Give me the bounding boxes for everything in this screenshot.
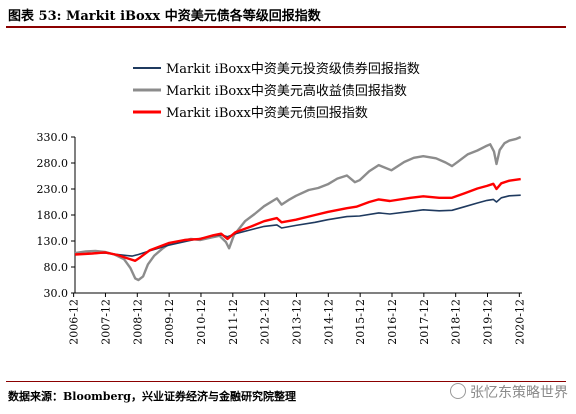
legend-label-1: Markit iBoxx中资美元高收益债回报指数: [166, 83, 407, 99]
x-tick-label: 2020-12: [513, 299, 526, 345]
watermark: 张忆东策略世界: [450, 382, 568, 402]
x-tick-label: 2014-12: [322, 299, 335, 345]
plot-area: 330.0 280.0 230.0 180.0 130.0 80.0 30.02006-12…: [37, 131, 527, 345]
y-tick-label: 30.0: [44, 287, 69, 300]
x-tick-label: 2006-12: [68, 299, 81, 345]
y-tick-label: 230.0: [37, 183, 69, 196]
x-tick-label: 2007-12: [99, 299, 112, 345]
y-tick-label: 180.0: [37, 209, 69, 222]
x-tick-label: 2016-12: [386, 299, 399, 345]
x-tick-label: 2012-12: [259, 299, 272, 345]
title-divider: [6, 26, 566, 28]
x-tick-label: 2011-12: [227, 299, 240, 345]
line-chart: Markit iBoxx中资美元投资级债券回报指数 Markit iBoxx中资美…: [37, 61, 527, 345]
x-tick-label: 2013-12: [290, 299, 303, 345]
chart-legend: Markit iBoxx中资美元投资级债券回报指数 Markit iBoxx中资美…: [133, 61, 420, 121]
source-note: 数据来源：Bloomberg，兴业证券经济与金融研究院整理: [8, 390, 296, 403]
legend-label-2: Markit iBoxx中资美元债回报指数: [166, 106, 368, 121]
y-tick-label: 80.0: [44, 261, 69, 274]
series-line-0: [74, 194, 521, 257]
x-tick-label: 2017-12: [418, 299, 431, 345]
figure-title: 图表 53: Markit iBoxx 中资美元债各等级回报指数: [8, 9, 321, 24]
wechat-icon: [450, 383, 466, 399]
x-tick-label: 2018-12: [450, 299, 463, 345]
x-tick-label: 2009-12: [163, 299, 176, 345]
series-line-1: [74, 135, 522, 282]
watermark-text: 张忆东策略世界: [470, 385, 568, 401]
x-tick-label: 2010-12: [195, 299, 208, 345]
series-line-2: [74, 177, 521, 262]
footer-divider: [6, 381, 566, 382]
x-tick-label: 2015-12: [354, 299, 367, 345]
x-tick-label: 2019-12: [482, 299, 495, 345]
legend-label-0: Markit iBoxx中资美元投资级债券回报指数: [166, 61, 420, 77]
x-tick-label: 2008-12: [131, 299, 144, 345]
y-tick-label: 130.0: [37, 235, 69, 248]
y-tick-label: 280.0: [37, 157, 69, 170]
y-tick-label: 330.0: [37, 131, 69, 144]
